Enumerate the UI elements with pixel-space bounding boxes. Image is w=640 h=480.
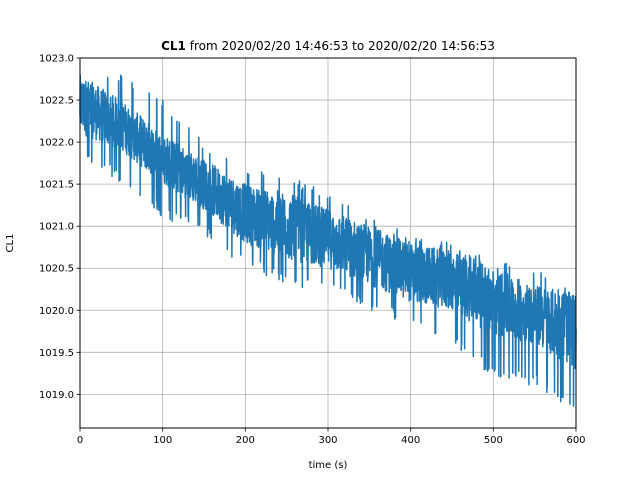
y-tick-label: 1021.5	[39, 180, 74, 191]
x-tick-label: 200	[236, 435, 255, 446]
grid-layer	[79, 57, 577, 428]
x-tick-label: 0	[77, 435, 83, 446]
y-tick-label: 1022.0	[39, 138, 74, 149]
series-cl1	[79, 74, 577, 407]
y-tick-label: 1020.5	[39, 264, 74, 275]
chart-title: CL1 from 2020/02/20 14:46:53 to 2020/02/…	[161, 39, 495, 53]
y-tick-label: 1021.0	[39, 222, 74, 233]
y-tick-label: 1019.0	[39, 390, 74, 401]
chart-title-bold: CL1	[161, 39, 186, 53]
y-tick-label: 1020.0	[39, 306, 74, 317]
x-tick-label: 400	[401, 435, 420, 446]
x-tick-label: 100	[153, 435, 172, 446]
y-axis-label: CL1	[5, 234, 16, 253]
x-tick-label: 500	[484, 435, 503, 446]
x-axis-label: time (s)	[309, 460, 348, 471]
y-tick-label: 1023.0	[39, 54, 74, 65]
x-tick-label: 600	[566, 435, 585, 446]
chart-title-rest: from 2020/02/20 14:46:53 to 2020/02/20 1…	[186, 39, 495, 53]
y-tick-label: 1019.5	[39, 348, 74, 359]
x-tick-label: 300	[318, 435, 337, 446]
y-tick-label: 1022.5	[39, 96, 74, 107]
series-line-cl1	[79, 74, 577, 407]
tick-layer: 0 100 200 300 400 500 600 1019.0 1019.5 1020.0 102…	[39, 54, 586, 447]
